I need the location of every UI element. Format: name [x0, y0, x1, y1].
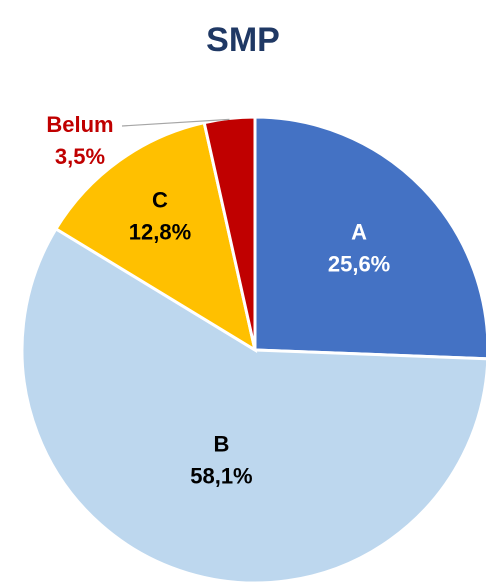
- slice-label: 3,5%: [55, 144, 105, 169]
- slice-category: B: [213, 431, 229, 456]
- pie-slice: [20, 226, 486, 585]
- pie-slice: [202, 115, 257, 351]
- slice-category: A: [351, 220, 367, 245]
- leader-line: [121, 118, 230, 127]
- pie-slice: [253, 115, 486, 361]
- pie-slice: [53, 120, 258, 354]
- slice-label: 58,1%: [190, 463, 252, 488]
- slice-category: Belum: [46, 112, 113, 137]
- slice-category: C: [152, 187, 168, 212]
- chart-title: SMP: [206, 21, 280, 59]
- slice-label: 12,8%: [129, 219, 191, 244]
- slice-label: 25,6%: [328, 252, 390, 277]
